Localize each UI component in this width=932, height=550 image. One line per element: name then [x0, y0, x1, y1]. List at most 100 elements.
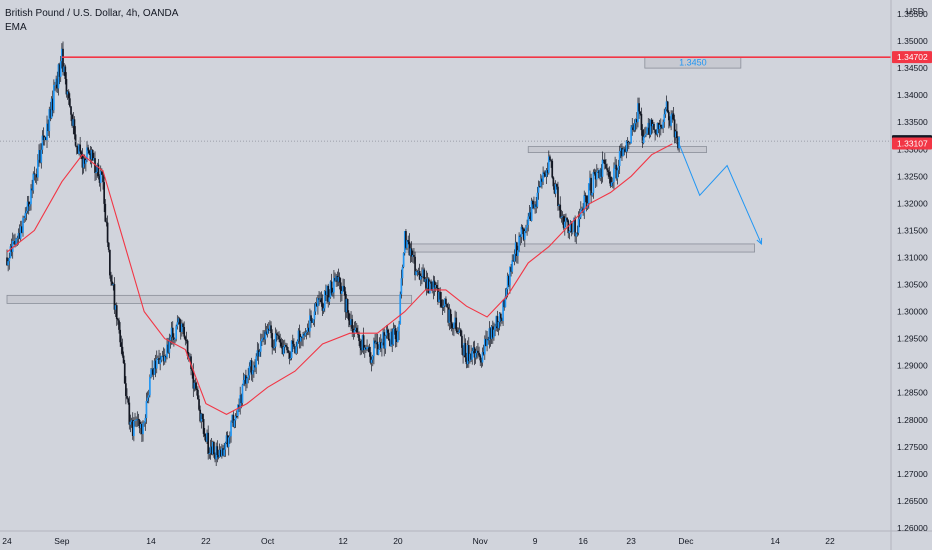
candle-body — [30, 188, 32, 205]
candle-body — [470, 353, 472, 360]
candle-body — [226, 435, 229, 447]
candle-body — [41, 135, 44, 150]
candle-body — [214, 454, 216, 460]
candle-body — [462, 347, 464, 356]
candle-body — [565, 217, 567, 222]
candle-body — [279, 339, 282, 343]
candle-body — [637, 103, 639, 123]
candle-body — [618, 150, 621, 166]
candle-body — [184, 336, 187, 341]
candle-body — [400, 278, 403, 295]
candle-body — [33, 173, 36, 175]
candle-body — [435, 285, 438, 289]
candle-body — [205, 436, 207, 442]
candle-body — [87, 147, 90, 151]
candle-body — [342, 285, 344, 291]
candle-body — [14, 241, 16, 245]
candle-body — [99, 171, 102, 183]
candle-body — [662, 121, 664, 129]
y-tick-label: 1.32000 — [897, 198, 928, 208]
candle-body — [449, 309, 452, 322]
candle-body — [395, 339, 398, 342]
candle-body — [559, 204, 562, 218]
candle-body — [520, 226, 523, 237]
candle-body — [430, 281, 432, 284]
candle-body — [502, 299, 504, 321]
candle-body — [272, 347, 275, 349]
candle-body — [255, 356, 258, 368]
candle-body — [545, 170, 548, 177]
candle-body — [512, 260, 515, 262]
candle-body — [141, 423, 143, 435]
candle-body — [434, 285, 437, 288]
zone-2[interactable] — [404, 243, 755, 253]
candle-body — [32, 173, 35, 191]
x-tick-label: 12 — [338, 536, 348, 546]
candle-body — [416, 271, 419, 272]
candle-body — [625, 140, 628, 152]
candle-body — [249, 360, 252, 367]
candle-body — [321, 302, 324, 311]
candle-body — [506, 275, 509, 290]
candle-body — [456, 330, 459, 333]
candle-body — [490, 326, 493, 339]
candle-body — [585, 195, 588, 208]
candle-body — [119, 329, 122, 343]
candle-body — [605, 164, 607, 169]
candle-body — [542, 172, 544, 182]
candle-body — [431, 283, 434, 291]
candle-body — [202, 418, 205, 434]
candle-body — [233, 420, 236, 427]
candle-body — [169, 336, 172, 341]
candle-body — [379, 342, 382, 349]
candle-body — [370, 359, 373, 363]
candle-body — [11, 241, 14, 252]
candle-body — [147, 395, 150, 398]
candle-body — [97, 164, 100, 177]
candle-body — [69, 98, 71, 107]
candle-body — [517, 250, 519, 256]
candle-body — [377, 349, 380, 355]
candle-body — [350, 319, 352, 325]
candle-body — [109, 249, 111, 276]
candle-body — [193, 382, 196, 389]
candle-body — [8, 258, 11, 262]
candle-body — [673, 119, 676, 138]
candle-body — [526, 225, 528, 228]
candle-body — [351, 319, 354, 329]
candle-body — [146, 397, 149, 402]
candle-body — [445, 298, 447, 304]
candle-body — [88, 150, 91, 154]
candle-body — [258, 351, 261, 357]
candle-body — [17, 233, 20, 239]
candle-body — [120, 342, 123, 347]
candle-body — [190, 356, 192, 370]
candle-body — [533, 204, 535, 209]
candle-body — [150, 369, 152, 378]
candle-body — [325, 291, 327, 296]
candle-body — [429, 281, 431, 294]
candle-body — [590, 177, 592, 196]
candle-body — [103, 182, 106, 204]
candle-body — [189, 356, 191, 358]
zone-1[interactable] — [527, 146, 707, 153]
candle-body — [309, 315, 311, 332]
candle-body — [473, 347, 476, 358]
candle-body — [614, 164, 616, 169]
candle-body — [623, 148, 626, 150]
candle-body — [491, 326, 494, 338]
candle-body — [656, 122, 659, 135]
candle-body — [671, 113, 674, 115]
candle-body — [583, 195, 586, 213]
candle-body — [318, 298, 320, 300]
candle-body — [283, 344, 286, 347]
candle-body — [638, 103, 640, 112]
candle-body — [415, 271, 418, 276]
candle-body — [519, 235, 522, 237]
candle-body — [70, 106, 72, 115]
candle-body — [144, 418, 147, 423]
candle-body — [376, 341, 379, 355]
candle-body — [35, 174, 38, 178]
zone-3[interactable] — [6, 294, 413, 304]
